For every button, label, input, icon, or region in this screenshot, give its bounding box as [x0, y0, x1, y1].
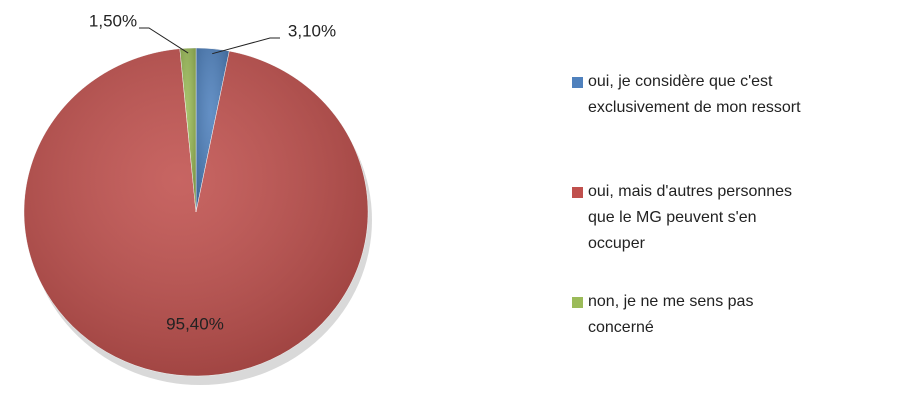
legend-item: non, je ne me sens pas concerné: [572, 289, 813, 341]
leader-line: [139, 27, 189, 54]
legend-label: non, je ne me sens pas concerné: [588, 293, 754, 336]
legend-swatch: [572, 187, 583, 198]
data-label: 3,10%: [288, 21, 336, 40]
data-label: 95,40%: [166, 314, 224, 333]
slice-shade: [24, 48, 369, 376]
legend-swatch: [572, 77, 583, 88]
legend-item: oui, mais d'autres personnes que le MG p…: [572, 179, 813, 257]
slice-shade: [179, 48, 196, 212]
legend-label: oui, mais d'autres personnes que le MG p…: [588, 183, 793, 252]
data-label: 1,50%: [89, 11, 137, 30]
leader-line: [212, 37, 280, 55]
legend-swatch: [572, 297, 583, 308]
legend-item: oui, je considère que c'est exclusivemen…: [572, 69, 813, 121]
legend-label: oui, je considère que c'est exclusivemen…: [588, 73, 801, 116]
